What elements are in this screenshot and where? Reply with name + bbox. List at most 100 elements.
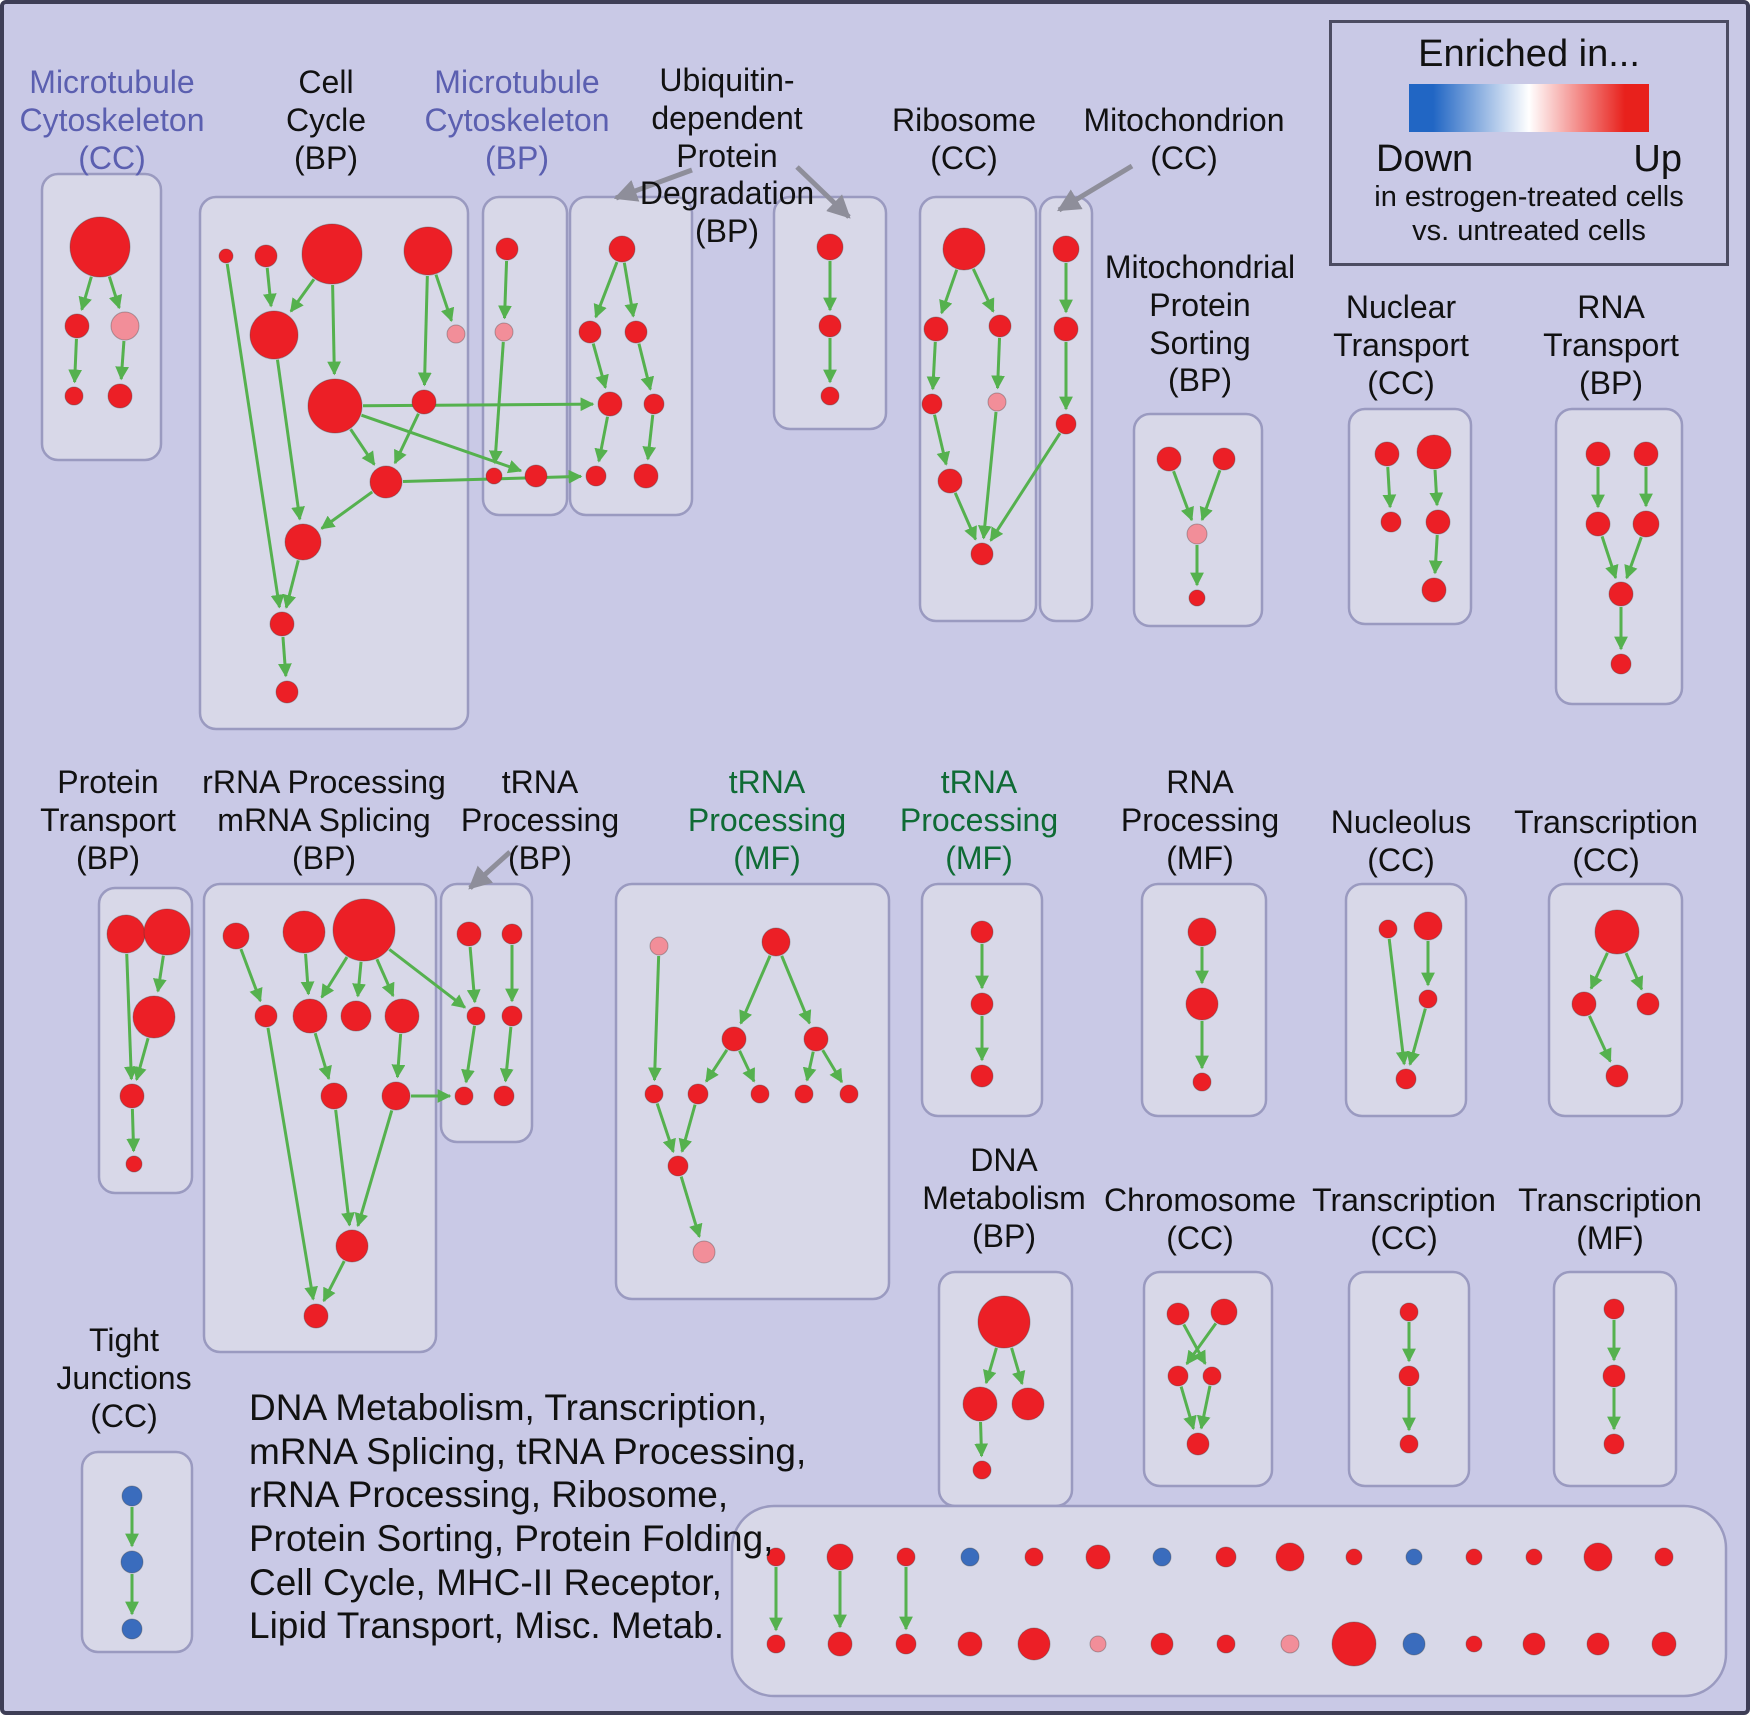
go-node-b2b (895, 1633, 917, 1655)
go-node-rb6 (970, 542, 994, 566)
go-node-b12t (1525, 1548, 1543, 1566)
go-node-cc4 (249, 310, 299, 360)
edge-ch0-ch3 (1182, 1323, 1207, 1365)
go-node-mb3 (524, 464, 548, 488)
misc-cluster-note-line: Cell Cycle, MHC-II Receptor, (249, 1561, 722, 1603)
go-node-b3b (957, 1631, 983, 1657)
label-tight-junctions-cc: Tight Junctions (CC) (56, 1322, 191, 1435)
go-node-cc2 (301, 223, 363, 285)
go-node-ub2 (624, 320, 648, 344)
label-transcription-mf-line: Transcription (1518, 1182, 1702, 1218)
go-node-rr8 (381, 1081, 411, 1111)
label-cell-cycle-bp-line: Cycle (285, 101, 367, 138)
go-node-tm8 (839, 1084, 859, 1104)
edge-rb3-rb5 (933, 414, 951, 466)
go-node-rt4 (1608, 581, 1634, 607)
go-node-tq5 (493, 1085, 515, 1107)
edge-rt3-rt4 (1624, 536, 1643, 580)
go-node-cc9 (284, 523, 322, 561)
go-node-b5b (1089, 1635, 1107, 1653)
go-node-ms3 (1188, 589, 1206, 607)
label-nucleolus-cc-line: Nucleolus (1330, 804, 1472, 840)
go-node-nt2 (1380, 511, 1402, 533)
label-ubiquitin-dependent-protein-degradation-bp-line: (BP) (695, 213, 759, 249)
color-legend: Enriched in... Down Up in estrogen-treat… (1329, 20, 1729, 266)
go-node-cc0 (218, 248, 234, 264)
go-node-pt4 (125, 1155, 143, 1173)
go-node-uq0 (816, 233, 844, 261)
edge-mb1-mb2 (488, 341, 505, 465)
go-node-b1t (826, 1543, 854, 1571)
go-node-b10t (1405, 1548, 1423, 1566)
go-node-rb0 (942, 227, 986, 271)
go-node-tq2 (466, 1006, 486, 1026)
label-microtubule-cytoskeleton-cc-line: Microtubule (29, 64, 195, 100)
go-node-rb4 (987, 392, 1007, 412)
label-nuclear-transport-cc-line: Nuclear (1345, 289, 1457, 325)
go-node-b10b (1402, 1632, 1426, 1656)
legend-axis-labels: Down Up (1332, 138, 1726, 181)
edge-rb4-rb6 (977, 411, 998, 540)
go-node-tm7 (794, 1084, 814, 1104)
label-trna-processing-mf-1: tRNA Processing (MF) (688, 764, 846, 877)
go-node-tc2 (1636, 992, 1660, 1016)
go-node-nc2 (1418, 989, 1438, 1009)
label-trna-processing-mf-1-line: Processing (687, 801, 847, 838)
edge-rb5-rb6 (953, 492, 977, 541)
edge-cc9-cc10 (282, 560, 300, 609)
go-node-mcc2 (110, 311, 140, 341)
go-node-b13b (1586, 1632, 1610, 1656)
go-node-rr4 (292, 998, 328, 1034)
label-microtubule-cytoskeleton-bp-line: (BP) (484, 139, 549, 176)
label-trna-processing-mf-2: tRNA Processing (MF) (900, 764, 1058, 877)
edge-rr2-rr5 (352, 961, 366, 998)
edge-cc2-cc4 (289, 278, 316, 313)
edge-pt2-pt3 (133, 1037, 150, 1081)
label-mitochondrion-cc-line: (CC) (1150, 139, 1218, 176)
label-chromosome-cc: Chromosome (CC) (1104, 1182, 1296, 1258)
go-node-rb5 (937, 468, 963, 494)
label-trna-processing-bp-line: Processing (460, 801, 620, 838)
misc-cluster-note-line: rRNA Processing, Ribosome, (249, 1474, 729, 1516)
label-rrna-processing-mrna-splicing-bp: rRNA Processing mRNA Splicing (BP) (202, 764, 446, 877)
go-node-rp1 (1185, 987, 1219, 1021)
label-microtubule-cytoskeleton-cc: Microtubule Cytoskeleton (CC) (20, 64, 205, 177)
go-node-ch4 (1186, 1432, 1210, 1456)
legend-label-down: Down (1376, 138, 1474, 180)
edge-ub3-ub5 (594, 416, 609, 463)
label-mitochondrial-protein-sorting-bp-line: Sorting (1149, 324, 1251, 361)
label-ubiquitin-dependent-protein-degradation-bp-line: Ubiquitin- (659, 62, 795, 98)
edge-tm9-tm10 (679, 1176, 703, 1239)
go-node-nt4 (1421, 577, 1447, 603)
edge-ch3-ch4 (1196, 1385, 1212, 1430)
go-node-b7t (1215, 1546, 1237, 1568)
go-node-tm0 (649, 936, 669, 956)
edge-cc2-cc6 (327, 284, 342, 376)
go-node-cc6 (307, 378, 363, 434)
label-nuclear-transport-cc-line: Transport (1333, 326, 1469, 363)
go-node-cc7 (411, 389, 437, 415)
edge-cc0-cc10 (225, 263, 285, 609)
go-node-b2t (896, 1547, 916, 1567)
edge-tm0-tm4 (647, 955, 662, 1082)
go-node-rr10 (303, 1303, 329, 1329)
edge-rb0-rb2 (971, 268, 995, 313)
go-node-tc3 (1605, 1064, 1629, 1088)
label-trna-processing-mf-1-line: tRNA (728, 764, 806, 800)
misc-cluster-note: DNA Metabolism, Transcription, mRNA Splic… (249, 1386, 806, 1648)
edge-mcc0-mcc1 (78, 276, 93, 312)
go-node-b11b (1465, 1635, 1483, 1653)
label-transcription-cc-lower-line: Transcription (1312, 1182, 1496, 1218)
go-node-rp2 (1192, 1072, 1212, 1092)
label-ubiquitin-dependent-protein-degradation-bp-line: Protein (676, 137, 778, 174)
label-mitochondrial-protein-sorting-bp-line: Protein (1149, 286, 1251, 323)
cluster-box-tight-junctions-cc (80, 1450, 194, 1654)
go-node-rt0 (1585, 441, 1611, 467)
edge-rr2-tq2 (388, 948, 466, 1009)
label-trna-processing-mf-1-line: (MF) (733, 839, 801, 876)
edge-dm1-dm3 (974, 1421, 989, 1458)
go-node-b8t (1275, 1542, 1305, 1572)
go-node-tm9 (667, 1155, 689, 1177)
go-node-nt0 (1374, 441, 1400, 467)
edge-mcc2-mcc4 (115, 340, 129, 381)
